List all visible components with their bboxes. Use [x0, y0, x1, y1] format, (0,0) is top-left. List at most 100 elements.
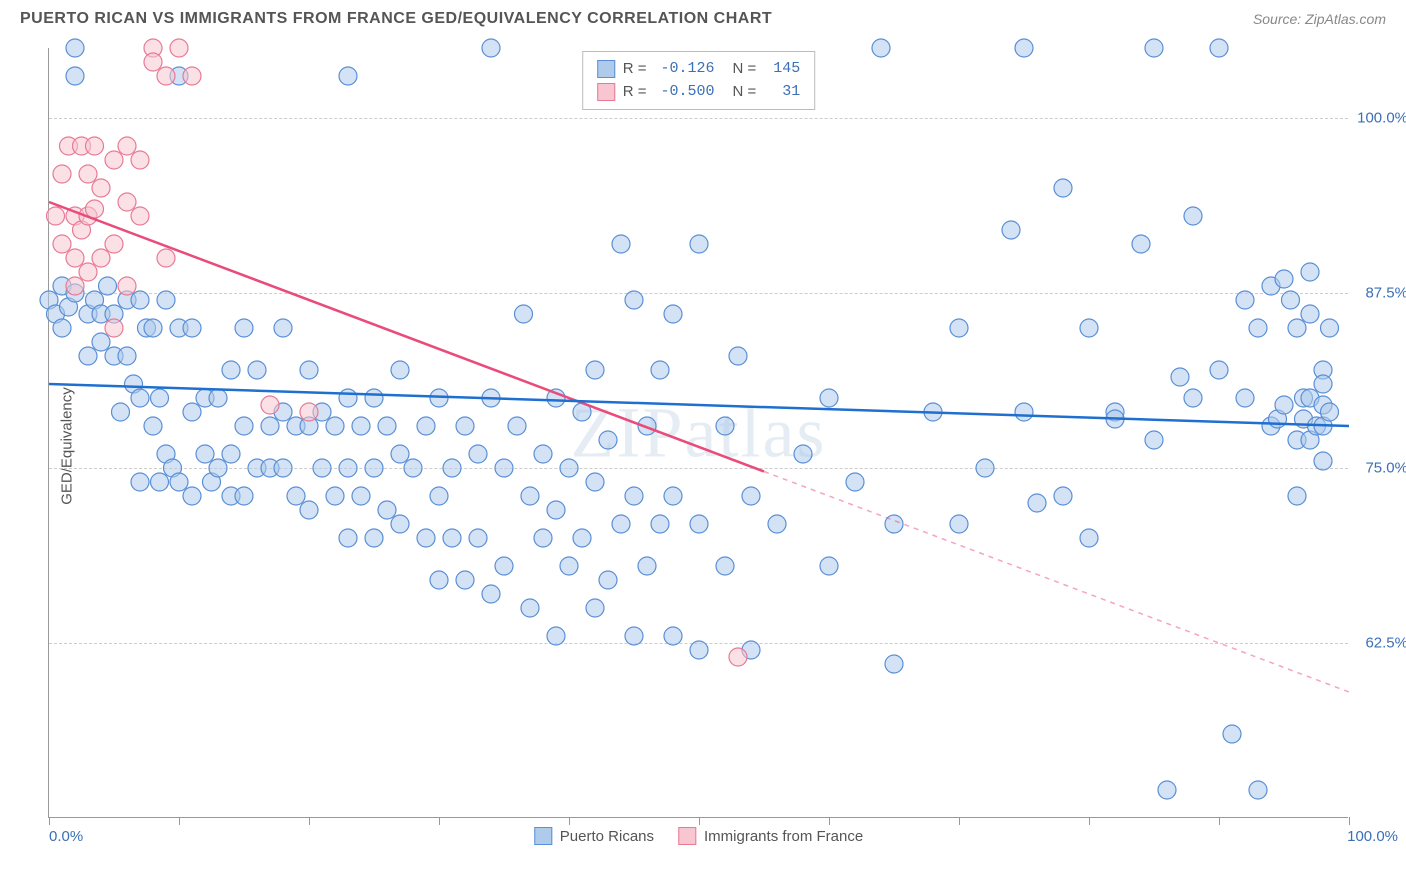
scatter-point — [99, 277, 117, 295]
x-tick — [1349, 817, 1350, 825]
x-tick — [959, 817, 960, 825]
scatter-point — [209, 459, 227, 477]
scatter-point — [508, 417, 526, 435]
scatter-point — [300, 501, 318, 519]
scatter-point — [378, 501, 396, 519]
x-tick — [309, 817, 310, 825]
scatter-point — [651, 361, 669, 379]
scatter-point — [144, 53, 162, 71]
scatter-point — [235, 487, 253, 505]
scatter-point — [664, 487, 682, 505]
legend-swatch — [597, 60, 615, 78]
scatter-point — [1158, 781, 1176, 799]
scatter-point — [976, 459, 994, 477]
scatter-point — [469, 529, 487, 547]
scatter-point — [1288, 319, 1306, 337]
x-tick — [49, 817, 50, 825]
scatter-point — [79, 347, 97, 365]
scatter-point — [105, 151, 123, 169]
scatter-point — [469, 445, 487, 463]
scatter-svg — [49, 48, 1348, 817]
scatter-point — [560, 557, 578, 575]
x-tick — [1219, 817, 1220, 825]
scatter-point — [131, 207, 149, 225]
scatter-point — [690, 641, 708, 659]
scatter-point — [248, 361, 266, 379]
scatter-point — [417, 529, 435, 547]
scatter-point — [112, 403, 130, 421]
x-tick — [829, 817, 830, 825]
scatter-point — [235, 417, 253, 435]
scatter-point — [885, 655, 903, 673]
legend-n-label: N = — [733, 58, 757, 81]
scatter-point — [339, 67, 357, 85]
scatter-point — [1054, 179, 1072, 197]
scatter-point — [482, 585, 500, 603]
y-tick-label: 100.0% — [1357, 110, 1406, 127]
scatter-point — [235, 319, 253, 337]
scatter-point — [144, 319, 162, 337]
legend-row: R =-0.126N =145 — [597, 58, 801, 81]
scatter-point — [391, 515, 409, 533]
scatter-point — [404, 459, 422, 477]
scatter-point — [131, 473, 149, 491]
scatter-point — [79, 263, 97, 281]
scatter-point — [1321, 319, 1339, 337]
scatter-point — [287, 487, 305, 505]
scatter-point — [586, 361, 604, 379]
scatter-point — [300, 361, 318, 379]
scatter-point — [151, 473, 169, 491]
scatter-point — [118, 137, 136, 155]
legend-label: Puerto Ricans — [560, 828, 654, 845]
scatter-point — [391, 445, 409, 463]
scatter-point — [625, 291, 643, 309]
scatter-point — [1054, 487, 1072, 505]
scatter-point — [1028, 494, 1046, 512]
scatter-point — [1223, 725, 1241, 743]
scatter-point — [1015, 403, 1033, 421]
legend-item: Puerto Ricans — [534, 827, 654, 845]
scatter-point — [66, 67, 84, 85]
scatter-point — [846, 473, 864, 491]
scatter-point — [339, 389, 357, 407]
scatter-point — [599, 431, 617, 449]
scatter-point — [515, 305, 533, 323]
scatter-point — [612, 515, 630, 533]
scatter-point — [1184, 207, 1202, 225]
scatter-point — [1288, 487, 1306, 505]
scatter-point — [209, 389, 227, 407]
scatter-point — [1301, 263, 1319, 281]
scatter-point — [222, 445, 240, 463]
scatter-point — [1282, 291, 1300, 309]
x-tick — [569, 817, 570, 825]
correlation-legend: R =-0.126N =145R =-0.500N =31 — [582, 51, 816, 110]
scatter-point — [105, 319, 123, 337]
x-axis-max-label: 100.0% — [1347, 828, 1398, 845]
scatter-point — [417, 417, 435, 435]
scatter-point — [950, 319, 968, 337]
scatter-point — [352, 487, 370, 505]
x-axis-min-label: 0.0% — [49, 828, 83, 845]
scatter-point — [365, 529, 383, 547]
scatter-point — [664, 627, 682, 645]
scatter-point — [638, 557, 656, 575]
scatter-point — [690, 515, 708, 533]
scatter-point — [131, 151, 149, 169]
scatter-point — [495, 459, 513, 477]
legend-r-value: -0.126 — [655, 58, 715, 81]
scatter-point — [170, 473, 188, 491]
scatter-point — [716, 417, 734, 435]
scatter-point — [365, 459, 383, 477]
scatter-point — [274, 319, 292, 337]
scatter-point — [651, 515, 669, 533]
scatter-point — [1236, 389, 1254, 407]
legend-item: Immigrants from France — [678, 827, 863, 845]
scatter-point — [118, 347, 136, 365]
scatter-point — [729, 648, 747, 666]
scatter-point — [1249, 319, 1267, 337]
scatter-point — [1249, 781, 1267, 799]
scatter-point — [612, 235, 630, 253]
scatter-point — [599, 571, 617, 589]
scatter-point — [261, 396, 279, 414]
chart-header: PUERTO RICAN VS IMMIGRANTS FROM FRANCE G… — [0, 0, 1406, 33]
